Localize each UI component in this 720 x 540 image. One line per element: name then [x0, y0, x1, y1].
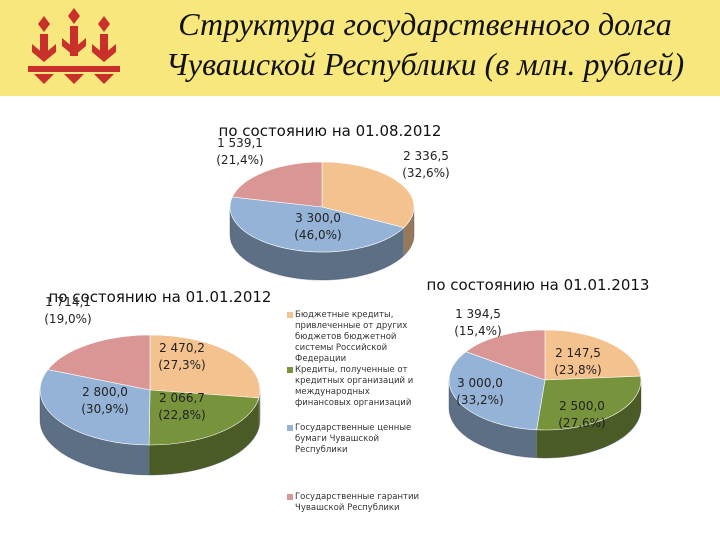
slice-value-label: 1 394,5 — [455, 307, 501, 321]
pie-slice — [465, 329, 546, 381]
slice-value-label: 2 066,7 — [159, 391, 205, 405]
legend-item: Бюджетные кредиты, привлеченные от други… — [287, 310, 422, 365]
pie-chart: по состоянию на 01.01.2012 2 470,2 (27,3%)… — [39, 288, 272, 476]
slice-value-label: 3 000,0 — [457, 376, 503, 390]
pie-slice — [47, 334, 151, 391]
slice-value-label: 2 336,5 — [403, 149, 449, 163]
pie-slice — [536, 375, 642, 431]
chart-title: по состоянию на 01.08.2012 — [219, 122, 442, 140]
slice-percent-label: (30,9%) — [81, 402, 128, 416]
pie-chart: по состоянию на 01.01.2013 2 147,5 (23,8%)… — [427, 276, 650, 459]
slice-value-label: 1 714,1 — [45, 295, 91, 309]
pie-slice-side — [230, 207, 404, 280]
pie-slice-side — [536, 380, 641, 458]
slice-value-label: 3 300,0 — [295, 211, 341, 225]
chart-title: по состоянию на 01.01.2012 — [49, 288, 272, 306]
pie-slice — [148, 389, 260, 446]
title-line-2: Чувашской Республики (в млн. рублей) — [165, 46, 685, 82]
pie-slice — [229, 196, 405, 253]
pie-slice — [544, 329, 642, 381]
chuvash-emblem-icon — [28, 8, 120, 84]
slice-percent-label: (15,4%) — [454, 324, 501, 338]
legend-swatch — [287, 312, 293, 318]
legend-item: Кредиты, полученные от кредитных организ… — [287, 365, 422, 409]
title-line-1: Структура государственного долга — [178, 6, 672, 42]
legend-item: Государственные ценные бумаги Чувашской … — [287, 423, 422, 456]
slice-percent-label: (21,4%) — [216, 153, 263, 167]
pie-slice-side — [40, 390, 150, 475]
legend-label: Кредиты, полученные от кредитных организ… — [295, 365, 414, 408]
chart-legend: Бюджетные кредиты, привлеченные от други… — [287, 310, 422, 514]
slice-value-label: 2 147,5 — [555, 346, 601, 360]
chart-title: по состоянию на 01.01.2013 — [427, 276, 650, 294]
slice-percent-label: (22,8%) — [158, 408, 205, 422]
header-banner: Структура государственного долга Чувашск… — [0, 0, 720, 96]
slice-percent-label: (19,0%) — [44, 312, 91, 326]
slice-value-label: 2 470,2 — [159, 341, 205, 355]
slice-value-label: 2 500,0 — [559, 399, 605, 413]
slice-percent-label: (27,3%) — [158, 358, 205, 372]
legend-label: Государственные ценные бумаги Чувашской … — [295, 423, 412, 455]
pie-base-outline — [39, 390, 261, 476]
legend-swatch — [287, 425, 293, 431]
legend-item: Государственные гарантии Чувашской Респу… — [287, 492, 422, 514]
pie-slice — [149, 334, 261, 399]
pie-base-outline — [448, 380, 642, 459]
pie-chart: по состоянию на 01.08.2012 2 336,5 (32,6%)… — [216, 122, 450, 281]
slice-percent-label: (23,8%) — [554, 363, 601, 377]
pie-slice-side — [403, 207, 414, 256]
legend-swatch — [287, 494, 293, 500]
pie-slice-side — [258, 390, 260, 428]
slice-percent-label: (32,6%) — [402, 166, 449, 180]
pie-base-outline — [229, 207, 415, 281]
pie-slice — [321, 161, 415, 228]
slice-percent-label: (46,0%) — [294, 228, 341, 242]
slice-value-label: 2 800,0 — [82, 385, 128, 399]
page-title: Структура государственного долга Чувашск… — [140, 4, 710, 84]
legend-label: Бюджетные кредиты, привлеченные от други… — [295, 310, 408, 364]
pie-slice — [448, 351, 546, 431]
legend-swatch — [287, 367, 293, 373]
slice-value-label: 1 539,1 — [217, 136, 263, 150]
pie-slice-side — [449, 380, 537, 458]
pie-slice — [231, 161, 323, 208]
legend-label: Государственные гарантии Чувашской Респу… — [295, 492, 420, 513]
pie-slice — [39, 369, 151, 446]
pie-slice-side — [149, 397, 259, 475]
slice-percent-label: (33,2%) — [456, 393, 503, 407]
slice-percent-label: (27,6%) — [558, 416, 605, 430]
